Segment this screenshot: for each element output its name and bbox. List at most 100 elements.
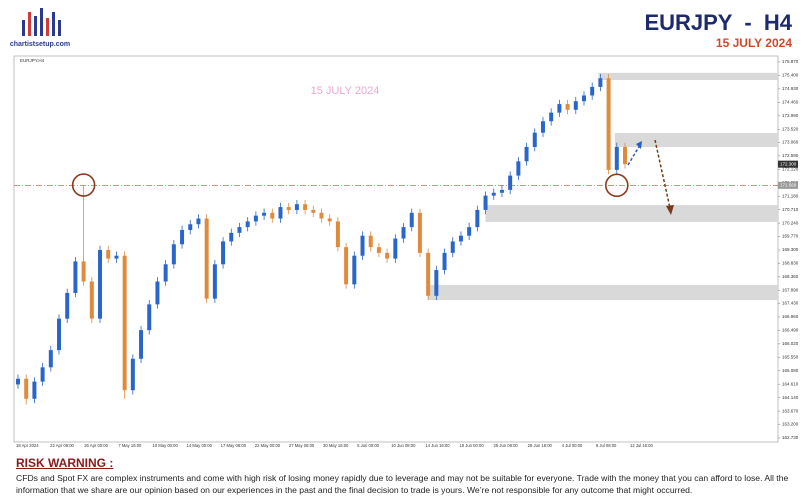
y-tick-label: 170.710 — [782, 207, 799, 212]
zone — [598, 72, 778, 81]
candle-body — [623, 146, 627, 165]
candle-body — [360, 235, 365, 256]
candle-body — [417, 212, 422, 253]
zone — [428, 284, 778, 301]
candle-body — [57, 318, 62, 351]
y-tick-label: 175.870 — [782, 59, 799, 64]
candle-body — [147, 304, 152, 331]
x-tick-label: 30 May 16:00 — [323, 443, 349, 448]
x-tick-label: 22 Apr 08:00 — [50, 443, 74, 448]
x-tick-label: 10 Jun 08:00 — [391, 443, 416, 448]
arrowhead — [636, 141, 642, 149]
level-tag — [778, 181, 798, 189]
candle-body — [16, 378, 20, 385]
candle-body — [253, 215, 258, 222]
candle-body — [221, 241, 226, 265]
x-tick-label: 14 Jun 16:00 — [425, 443, 450, 448]
date: 15 JULY 2024 — [716, 36, 792, 50]
watermark: 15 JULY 2024 — [311, 85, 380, 97]
candle-body — [532, 132, 537, 147]
candle-body — [114, 255, 119, 259]
candle-body — [98, 250, 103, 319]
candle-body — [303, 204, 308, 210]
candle-body — [368, 235, 373, 248]
y-tick-label: 174.460 — [782, 100, 799, 105]
level-label: 171.560 — [780, 183, 797, 188]
candle-body — [171, 244, 176, 265]
candle-body — [229, 232, 234, 242]
last-tag — [778, 160, 798, 168]
y-tick-label: 172.120 — [782, 166, 799, 171]
candle-body — [130, 358, 135, 391]
arrowhead — [666, 205, 674, 215]
candle-body — [393, 238, 398, 259]
y-tick-label: 173.990 — [782, 113, 799, 118]
candle-body — [581, 95, 586, 102]
y-tick-label: 172.590 — [782, 153, 799, 158]
candle-body — [573, 101, 578, 110]
y-tick-label: 171.180 — [782, 193, 799, 198]
candle-body — [180, 229, 185, 245]
candle-body — [245, 221, 250, 228]
candle-body — [106, 250, 111, 259]
y-tick-label: 169.770 — [782, 234, 799, 239]
candle-body — [475, 209, 480, 228]
symbol: EURJPY,H4 — [20, 58, 45, 63]
candle-body — [40, 367, 45, 382]
y-tick-label: 175.400 — [782, 73, 799, 78]
candle-body — [212, 264, 217, 299]
x-tick-label: 28 Jun 16:00 — [528, 443, 553, 448]
y-tick-label: 168.360 — [782, 274, 799, 279]
candle-body — [598, 78, 603, 87]
candle-body — [491, 192, 496, 196]
candle-body — [352, 255, 357, 285]
marker-circle — [71, 173, 96, 197]
y-tick-label: 166.020 — [782, 341, 799, 346]
candle-body — [426, 252, 431, 296]
candle-body — [557, 104, 562, 113]
y-tick-label: 164.140 — [782, 395, 799, 400]
x-tick-label: 17 May 08:00 — [221, 443, 247, 448]
y-tick-label: 168.830 — [782, 261, 799, 266]
candle-body — [549, 112, 554, 122]
y-tick-label: 167.430 — [782, 301, 799, 306]
x-tick-label: 5 Jun 00:00 — [357, 443, 380, 448]
candle-body — [73, 261, 78, 293]
candle-body — [278, 207, 283, 219]
candle-body — [262, 212, 267, 216]
candle-body — [614, 146, 619, 170]
candle-body — [442, 252, 447, 271]
candle-body — [270, 212, 275, 219]
candle-body — [311, 209, 316, 213]
candle-body — [24, 378, 29, 399]
arrow-down — [654, 139, 671, 209]
risk-text: CFDs and Spot FX are complex instruments… — [16, 473, 789, 495]
y-tick-label: 162.730 — [782, 435, 799, 440]
chart: chartistsetup.com EURJPY - H4 15 JULY 20… — [10, 8, 799, 448]
candle-body — [508, 175, 513, 190]
y-tick-label: 166.490 — [782, 328, 799, 333]
candle-body — [294, 204, 299, 210]
y-tick-label: 166.960 — [782, 314, 799, 319]
candle-body — [81, 261, 86, 282]
candle-body — [163, 264, 168, 282]
candle-body — [540, 121, 545, 133]
candle-body — [376, 247, 381, 253]
x-tick-label: 14 May 00:00 — [187, 443, 213, 448]
candle-body — [516, 161, 521, 176]
candle-body — [155, 281, 160, 305]
candle-body — [319, 212, 324, 219]
candle-body — [204, 218, 209, 299]
y-tick-label: 165.080 — [782, 368, 799, 373]
candle-body — [237, 227, 242, 233]
candle-body — [89, 281, 94, 319]
candle-body — [467, 227, 472, 236]
candle-body — [286, 207, 291, 210]
last-label: 172.300 — [780, 161, 797, 166]
y-tick-label: 164.610 — [782, 381, 799, 386]
x-tick-label: 12 Jul 16:00 — [630, 443, 653, 448]
x-tick-label: 10 May 00:00 — [152, 443, 178, 448]
title: EURJPY - H4 — [644, 10, 792, 35]
candle-body — [401, 227, 406, 239]
